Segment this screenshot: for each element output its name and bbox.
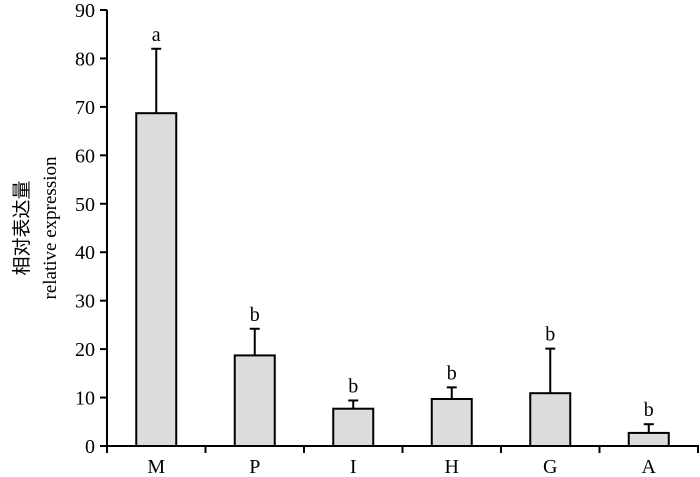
bar-A [627, 431, 670, 448]
y-tick-label: 40 [75, 242, 95, 264]
y-tick-label: 10 [75, 388, 95, 410]
bar-M [135, 112, 178, 447]
x-tick-label: P [249, 456, 260, 477]
significance-label: b [644, 399, 654, 421]
y-tick-label: 90 [75, 0, 95, 22]
y-axis-label-en: relative expression [40, 156, 61, 299]
significance-label: b [348, 375, 358, 397]
bar-G [529, 392, 572, 447]
significance-label: b [545, 324, 555, 346]
significance-label: b [250, 304, 260, 326]
bar-H [430, 398, 473, 447]
x-tick-label: A [642, 456, 657, 477]
bar-I [332, 407, 375, 448]
y-tick-label: 30 [75, 291, 95, 313]
y-tick-label: 0 [85, 436, 95, 458]
y-tick-label: 80 [75, 48, 95, 70]
x-tick-label: I [350, 456, 357, 477]
x-tick-label: H [445, 456, 459, 477]
significance-label: b [447, 362, 457, 384]
y-tick-label: 60 [75, 145, 95, 167]
y-tick-label: 50 [75, 194, 95, 216]
x-tick-label: G [543, 456, 557, 477]
bar-P [233, 354, 276, 447]
x-tick-label: M [147, 456, 165, 477]
y-axis-label-cn: 相对表达量 [11, 180, 33, 275]
y-tick-label: 20 [75, 339, 95, 361]
y-tick-label: 70 [75, 97, 95, 119]
significance-label: a [152, 24, 161, 46]
y-axis-label: 相对表达量 relative expression [11, 156, 61, 299]
